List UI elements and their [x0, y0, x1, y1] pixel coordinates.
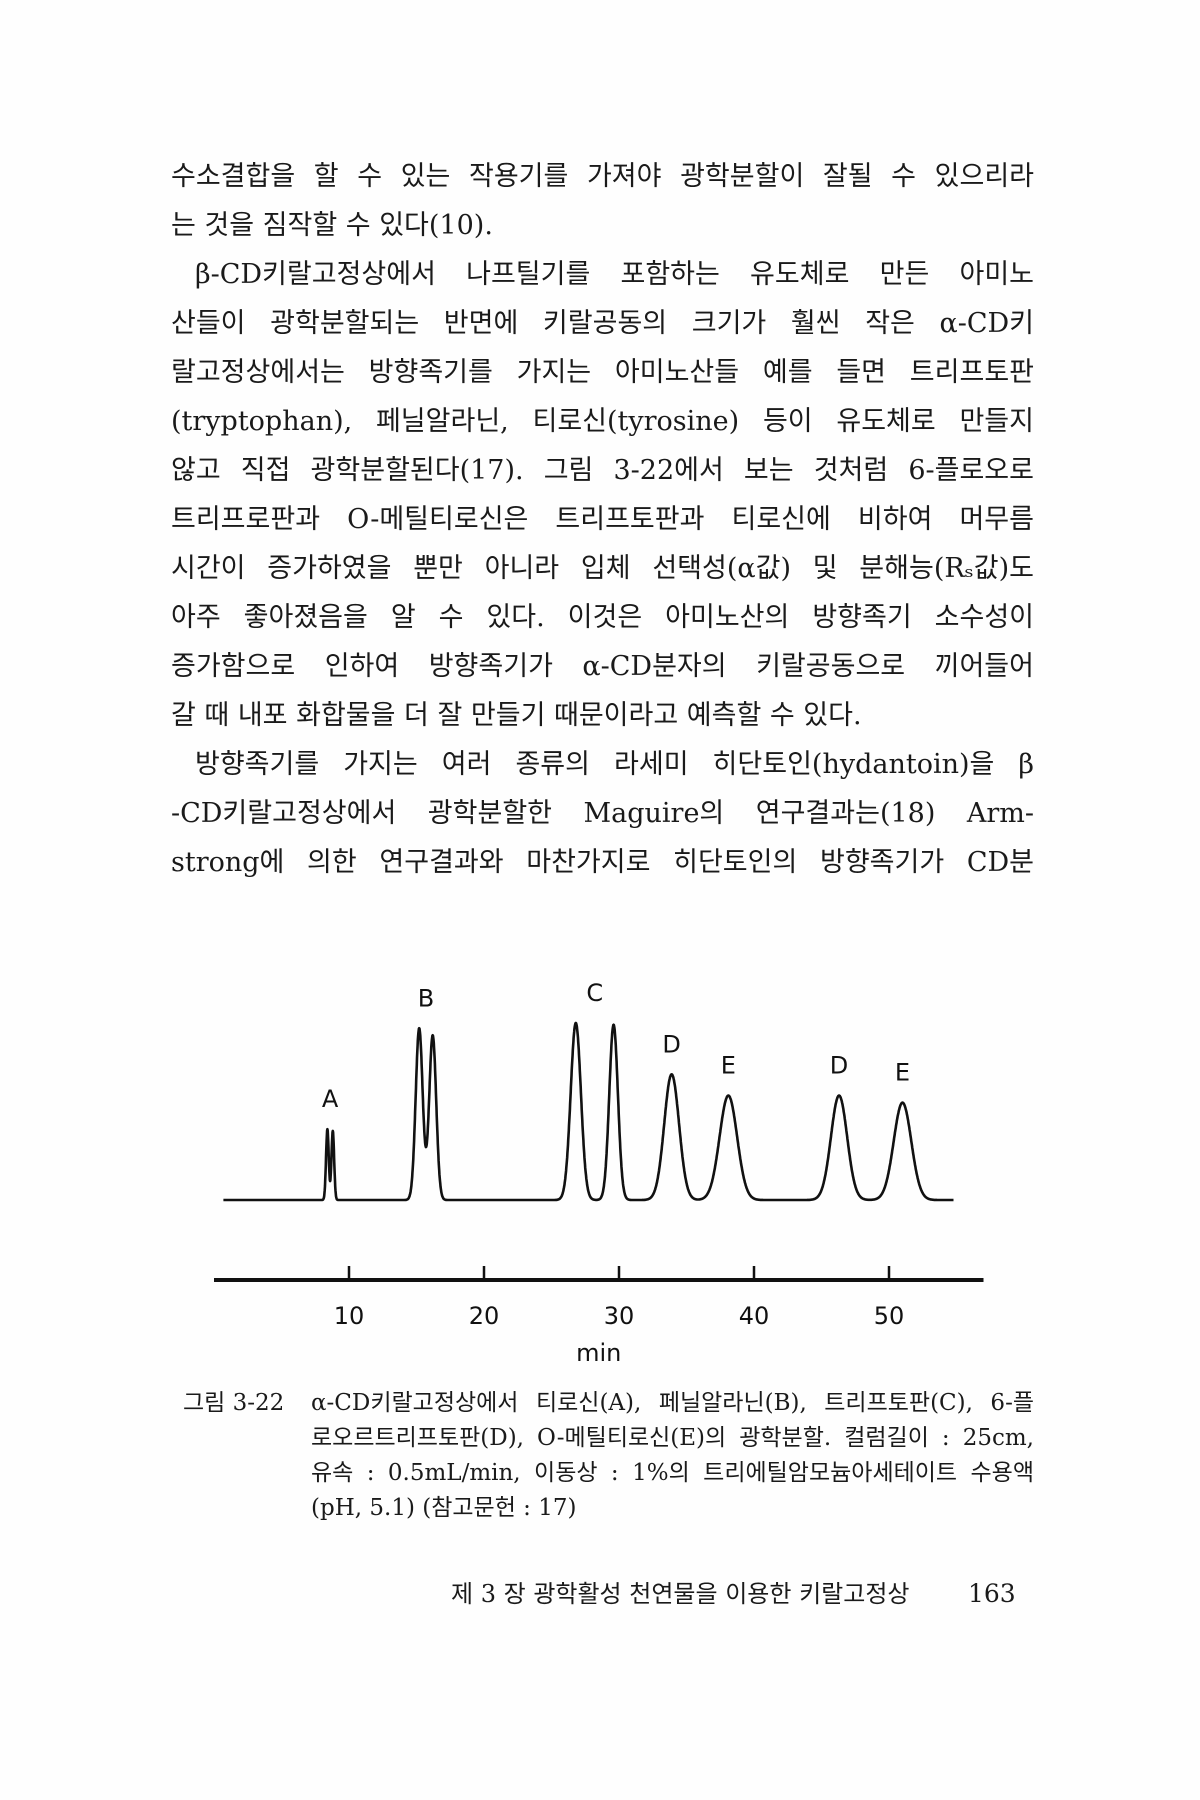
peak-label-D: D — [830, 1052, 848, 1080]
running-head: 제 3 장 광학활성 천연물을 이용한 키랄고정상 — [451, 1580, 910, 1608]
x-axis-label: min — [576, 1339, 621, 1367]
text-line: (tryptophan), 페닐알라닌, 티로신(tyrosine) 등이 유도… — [171, 406, 1034, 437]
caption-line: 로오르트리프토판(D), O-메틸티로신(E)의 광학분할. 컬럼길이 : 25… — [311, 1425, 1034, 1451]
x-tick-label: 20 — [469, 1302, 500, 1330]
text-line: 산들이 광학분할되는 반면에 키랄공동의 크기가 훨씬 작은 α-CD키 — [171, 308, 1034, 339]
text-line: 아주 좋아졌음을 알 수 있다. 이것은 아미노산의 방향족기 소수성이 — [171, 602, 1034, 633]
text-line: 랄고정상에서는 방향족기를 가지는 아미노산들 예를 들면 트리프토판 — [171, 357, 1034, 388]
peak-label-E: E — [895, 1059, 910, 1087]
text-line: 시간이 증가하였을 뿐만 아니라 입체 선택성(α값) 및 분해능(Rₛ값)도 — [171, 553, 1034, 584]
text-line: 는 것을 짐작할 수 있다(10). — [171, 210, 493, 241]
peak-label-C: C — [586, 979, 603, 1007]
peak-label-B: B — [418, 984, 434, 1012]
figure-label: 그림 3-22 — [183, 1390, 285, 1416]
caption-line: 유속 : 0.5mL/min, 이동상 : 1%의 트리에틸암모늄아세테이트 수… — [311, 1460, 1034, 1486]
x-tick-label: 30 — [604, 1302, 635, 1330]
text-line: β-CD키랄고정상에서 나프틸기를 포함하는 유도체로 만든 아미노 — [195, 259, 1034, 290]
text-line: 트리프로판과 O-메틸티로신은 트리프토판과 티로신에 비하여 머무름 — [171, 504, 1034, 535]
text-line: 않고 직접 광학분할된다(17). 그림 3-22에서 보는 것처럼 6-플로오… — [171, 455, 1034, 486]
text-line: strong에 의한 연구결과와 마찬가지로 히단토인의 방향족기가 CD분 — [171, 847, 1034, 878]
peak-label-A: A — [322, 1085, 339, 1113]
chromatogram-figure: A B C D E D E 10 20 30 40 50 min — [214, 979, 984, 1367]
x-tick-label: 50 — [874, 1302, 905, 1330]
text-line: 갈 때 내포 화합물을 더 잘 만들기 때문이라고 예측할 수 있다. — [171, 700, 862, 731]
page-number: 163 — [968, 1579, 1016, 1608]
chromatogram-trace — [222, 1021, 955, 1202]
text-line: 증가함으로 인하여 방향족기가 α-CD분자의 키랄공동으로 끼어들어 — [171, 651, 1034, 682]
text-line: 수소결합을 할 수 있는 작용기를 가져야 광학분할이 잘될 수 있으리라 — [171, 161, 1034, 192]
x-tick-label: 40 — [739, 1302, 770, 1330]
peak-label-E: E — [721, 1052, 736, 1080]
caption-line: α-CD키랄고정상에서 티로신(A), 페닐알라닌(B), 트리프토판(C), … — [311, 1390, 1034, 1416]
peak-label-D: D — [662, 1030, 680, 1058]
text-line: 방향족기를 가지는 여러 종류의 라세미 히단토인(hydantoin)을 β — [195, 749, 1034, 780]
text-line: -CD키랄고정상에서 광학분할한 Maguire의 연구결과는(18) Arm- — [171, 798, 1034, 829]
x-tick-label: 10 — [334, 1302, 365, 1330]
caption-line: (pH, 5.1) (참고문헌 : 17) — [311, 1495, 577, 1521]
